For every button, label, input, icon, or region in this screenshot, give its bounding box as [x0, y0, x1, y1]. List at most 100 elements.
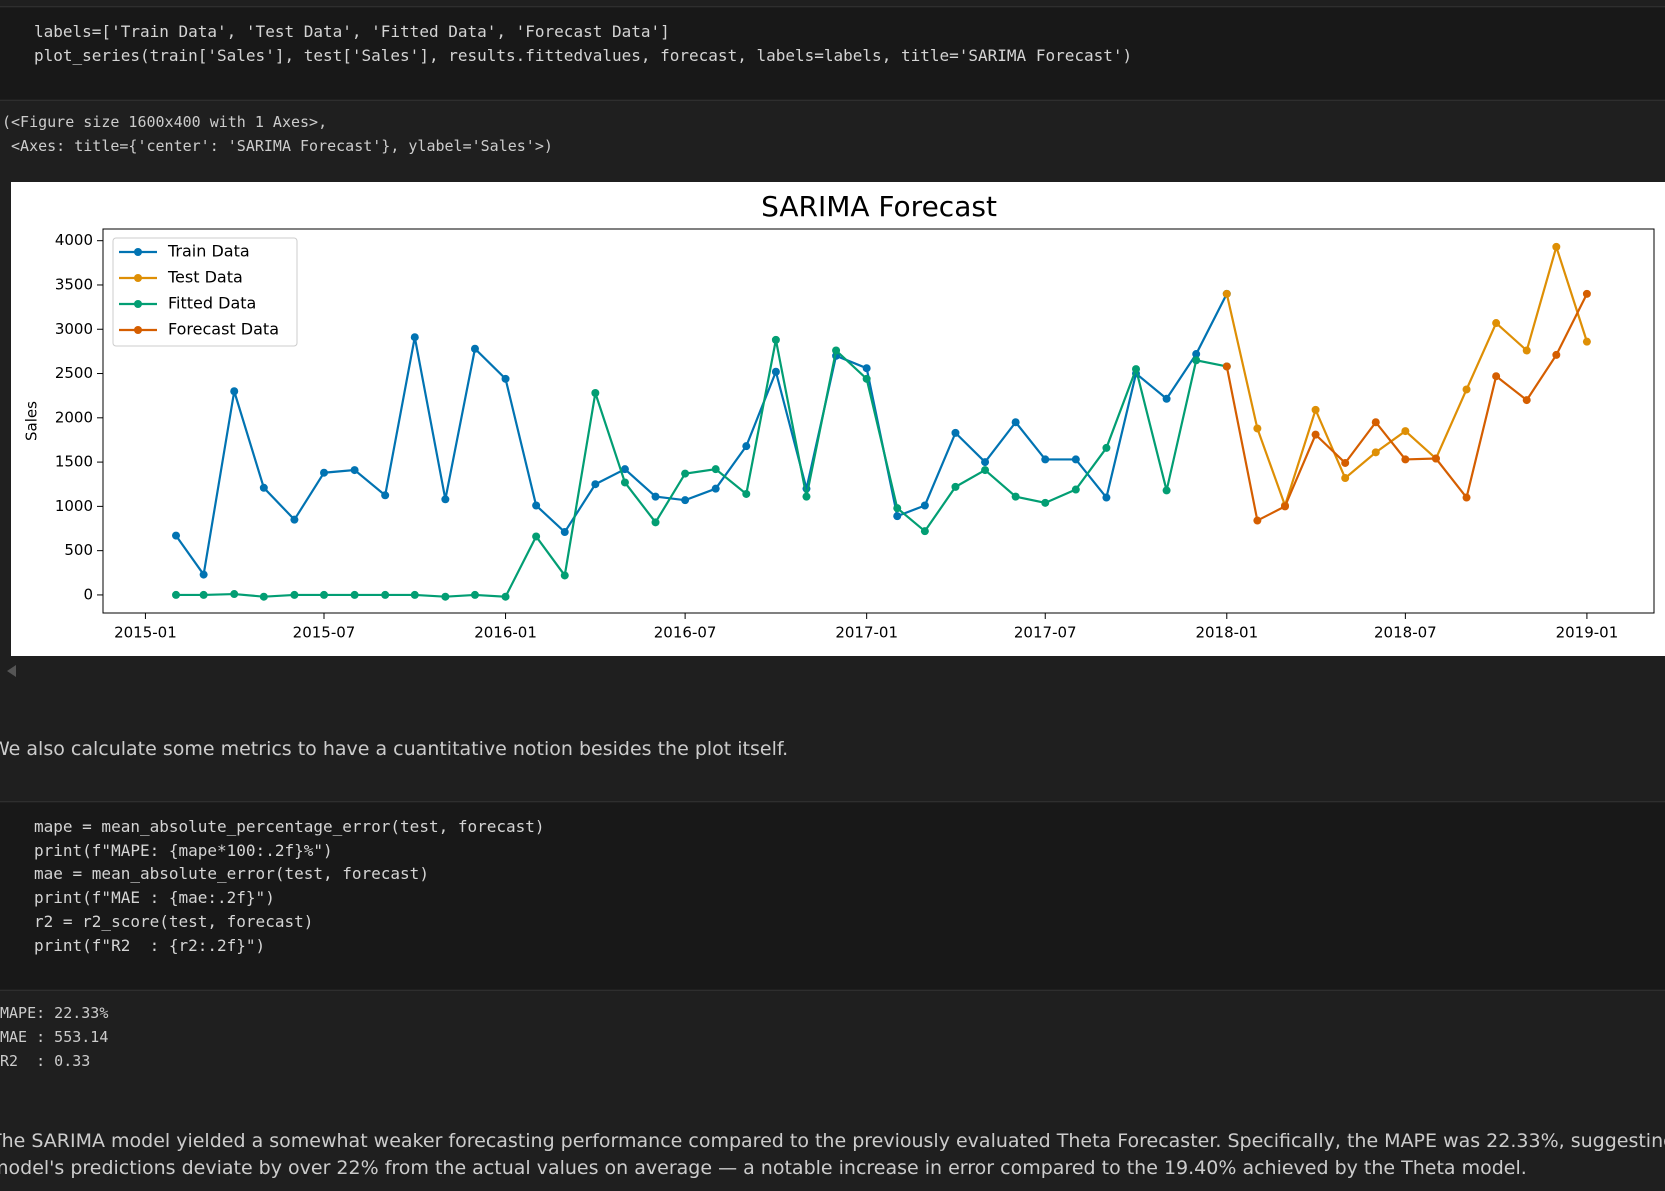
data-point	[1223, 290, 1231, 298]
y-tick-label: 0	[83, 585, 93, 603]
data-point	[1072, 486, 1080, 494]
y-tick-label: 2000	[55, 408, 93, 426]
data-point	[921, 527, 929, 535]
y-tick-label: 1500	[55, 453, 93, 471]
data-point	[1552, 351, 1560, 359]
legend-marker	[134, 248, 142, 256]
data-point	[1341, 459, 1349, 467]
data-point	[1372, 448, 1380, 456]
data-point	[471, 345, 479, 353]
output-line: <Axes: title={'center': 'SARIMA Forecast…	[2, 134, 553, 158]
data-point	[1253, 424, 1261, 432]
data-point	[1041, 499, 1049, 507]
data-point	[230, 590, 238, 598]
data-point	[502, 375, 510, 383]
data-point	[1312, 406, 1320, 414]
code-line: print(f"R2 : {r2:.2f}")	[34, 934, 545, 958]
data-point	[1312, 431, 1320, 439]
data-point	[290, 591, 298, 599]
data-point	[1401, 427, 1409, 435]
data-point	[1583, 290, 1591, 298]
y-tick-label: 2500	[55, 364, 93, 382]
data-point	[172, 532, 180, 540]
legend-label: Forecast Data	[168, 320, 279, 339]
data-point	[172, 591, 180, 599]
data-point	[981, 466, 989, 474]
code-editor[interactable]: mape = mean_absolute_percentage_error(te…	[34, 815, 545, 957]
y-tick-label: 3000	[55, 320, 93, 338]
output-line: MAPE: 22.33%	[0, 1001, 108, 1025]
data-point	[742, 442, 750, 450]
data-point	[681, 470, 689, 478]
data-point	[1463, 385, 1471, 393]
x-tick-label: 2019-01	[1556, 624, 1619, 642]
data-point	[1072, 455, 1080, 463]
x-tick-label: 2015-01	[114, 624, 177, 642]
x-tick-label: 2017-01	[835, 624, 898, 642]
output-line: MAE : 553.14	[0, 1025, 108, 1049]
x-tick-label: 2017-07	[1014, 624, 1077, 642]
markdown-text: The SARIMA model yielded a somewhat weak…	[0, 1128, 1665, 1182]
chart: SARIMA Forecast Sales 050010001500200025…	[11, 182, 1665, 656]
data-point	[1523, 396, 1531, 404]
legend-label: Test Data	[167, 268, 243, 287]
data-point	[471, 591, 479, 599]
code-line: plot_series(train['Sales'], test['Sales'…	[34, 44, 1132, 68]
markdown-text: We also calculate some metrics to have a…	[0, 736, 788, 763]
y-axis-label: Sales	[23, 401, 41, 441]
scroll-arrow[interactable]	[6, 664, 18, 678]
y-tick-label: 4000	[55, 231, 93, 249]
data-point	[1253, 517, 1261, 525]
data-point	[1163, 395, 1171, 403]
output-line: (<Figure size 1600x400 with 1 Axes>,	[2, 110, 553, 134]
data-point	[502, 593, 510, 601]
data-point	[863, 375, 871, 383]
data-point	[1401, 455, 1409, 463]
data-point	[591, 389, 599, 397]
data-point	[863, 364, 871, 372]
data-point	[772, 368, 780, 376]
data-point	[381, 491, 389, 499]
code-line: labels=['Train Data', 'Test Data', 'Fitt…	[34, 20, 1132, 44]
data-point	[652, 518, 660, 526]
data-point	[1012, 418, 1020, 426]
x-tick-label: 2016-07	[654, 624, 717, 642]
paragraph-line: model's predictions deviate by over 22% …	[0, 1155, 1665, 1182]
data-point	[1192, 356, 1200, 364]
data-point	[320, 469, 328, 477]
data-point	[921, 501, 929, 509]
data-point	[981, 458, 989, 466]
series-line	[176, 294, 1227, 575]
y-tick-label: 500	[64, 541, 93, 559]
data-point	[742, 490, 750, 498]
cell-border	[0, 990, 1665, 991]
data-point	[1041, 455, 1049, 463]
data-point	[802, 493, 810, 501]
cell-border	[0, 6, 1665, 7]
data-point	[1432, 455, 1440, 463]
data-point	[1163, 486, 1171, 494]
data-point	[893, 504, 901, 512]
data-point	[1102, 444, 1110, 452]
data-point	[1583, 338, 1591, 346]
y-tick-label: 1000	[55, 497, 93, 515]
legend-label: Train Data	[167, 242, 250, 261]
data-point	[591, 480, 599, 488]
data-point	[681, 496, 689, 504]
data-point	[712, 465, 720, 473]
legend-label: Fitted Data	[168, 294, 256, 313]
x-tick-label: 2018-01	[1195, 624, 1258, 642]
data-point	[260, 593, 268, 601]
data-point	[290, 516, 298, 524]
data-point	[532, 501, 540, 509]
data-point	[1341, 474, 1349, 482]
legend-marker	[134, 326, 142, 334]
data-point	[351, 591, 359, 599]
code-editor[interactable]: labels=['Train Data', 'Test Data', 'Fitt…	[34, 20, 1132, 67]
cell-output: MAPE: 22.33%MAE : 553.14R2 : 0.33	[0, 1001, 108, 1073]
data-point	[381, 591, 389, 599]
data-point	[441, 495, 449, 503]
data-point	[712, 485, 720, 493]
data-point	[561, 571, 569, 579]
